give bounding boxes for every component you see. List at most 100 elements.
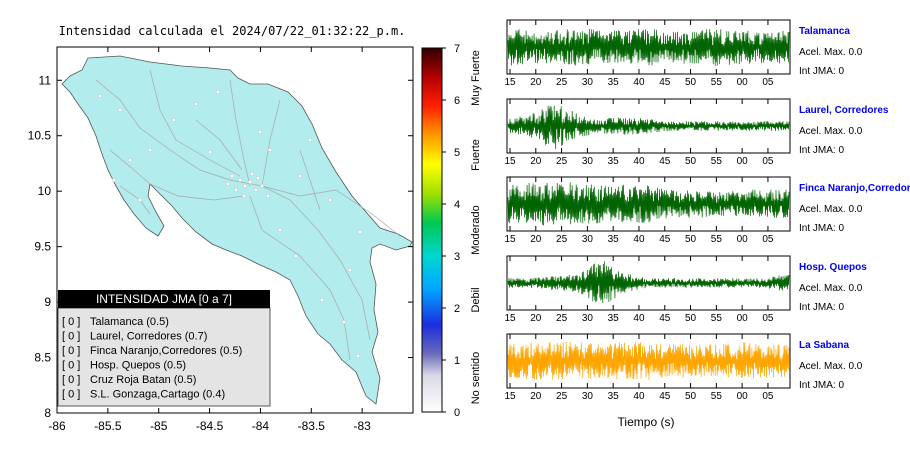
intensity-legend: INTENSIDAD JMA [0 a 7] [ 0 ] Talamanca (0… (57, 290, 271, 407)
waveform-trace (507, 341, 790, 380)
station-dot (253, 187, 259, 193)
waveform-x-tick-label: 50 (685, 391, 697, 402)
waveform-x-tick-label: 40 (633, 77, 645, 88)
legend-background (57, 307, 271, 407)
map-x-tick-label: -84.5 (196, 419, 224, 433)
waveform-x-tick-label: 55 (711, 313, 723, 324)
station-dot (247, 179, 253, 185)
station-dot (233, 187, 239, 193)
waveform-x-tick-label: 30 (582, 234, 594, 245)
map-y-tick-label: 9.5 (34, 240, 51, 254)
map-x-tick-label: -83 (353, 419, 371, 433)
map-y-tick-label: 9 (44, 295, 51, 309)
waveform-x-tick-label: 15 (504, 313, 516, 324)
station-dot (111, 177, 117, 183)
legend-item-code: [ 0 ] (62, 316, 80, 328)
station-markers (97, 89, 363, 359)
waveform-trace (507, 261, 790, 304)
station-dot (357, 229, 363, 235)
map-y-tick-label: 10 (38, 184, 52, 198)
map-y-tick-label: 11 (39, 73, 52, 87)
colorbar-tick-label: 3 (454, 251, 460, 263)
station-accel: Acel. Max. 0.0 (799, 126, 863, 137)
waveform-x-tick-label: 55 (711, 234, 723, 245)
station-dot (257, 129, 263, 135)
waveform-x-tick-label: 25 (556, 313, 568, 324)
colorbar-tick-label: 6 (454, 95, 460, 107)
station-jma: Int JMA: 0 (799, 223, 844, 234)
station-dot (137, 197, 143, 203)
station-dot (241, 193, 247, 199)
station-dot (297, 173, 303, 179)
station-name: Laurel, Corredores (799, 105, 889, 116)
colorbar: 0 1 2 3 4 5 6 7 No sentido Debil Moderado Fuerte Mu… (421, 43, 482, 419)
costa-rica-landmass (61, 55, 413, 405)
waveform-panel: 15 20 25 30 35 40 45 50 55 00 05 Hosp. Quepos Acel. … (504, 255, 867, 324)
station-dot (249, 171, 255, 177)
station-jma: Int JMA: 0 (799, 66, 844, 77)
station-name: Hosp. Quepos (799, 262, 867, 273)
waveform-trace (507, 182, 790, 226)
waveform-trace (507, 28, 790, 66)
waveform-x-tick-label: 30 (582, 156, 594, 167)
waveform-x-tick-label: 00 (737, 391, 749, 402)
waveform-x-tick-label: 45 (659, 391, 671, 402)
station-dot (171, 117, 177, 123)
time-axis-label: Tiempo (s) (618, 415, 675, 429)
station-accel: Acel. Max. 0.0 (799, 47, 863, 58)
station-dot (225, 181, 231, 187)
colorbar-tick-label: 7 (454, 43, 460, 55)
station-accel: Acel. Max. 0.0 (799, 283, 863, 294)
waveform-x-tick-label: 20 (530, 156, 542, 167)
station-dot (97, 93, 103, 99)
waveform-x-tick-label: 20 (530, 234, 542, 245)
waveform-panel: 15 20 25 30 35 40 45 50 55 00 05 Laurel, Corredores… (504, 98, 889, 167)
colorbar-tick-label: 5 (454, 147, 460, 159)
waveform-x-tick-label: 25 (556, 234, 568, 245)
colorbar-tick-label: 2 (454, 303, 460, 315)
map-y-tick-label: 8 (44, 406, 51, 420)
station-dot (355, 353, 361, 359)
waveform-x-tick-label: 35 (608, 156, 620, 167)
waveform-x-tick-label: 30 (582, 391, 594, 402)
waveform-x-tick-label: 00 (737, 313, 749, 324)
waveform-x-tick-label: 05 (762, 156, 774, 167)
station-dot (193, 101, 199, 107)
station-dot (293, 253, 299, 259)
waveform-x-tick-label: 05 (762, 391, 774, 402)
waveform-x-tick-label: 45 (659, 156, 671, 167)
intensity-band-label: Debil (470, 287, 482, 312)
waveform-x-tick-label: 25 (556, 77, 568, 88)
waveform-x-tick-label: 50 (685, 234, 697, 245)
station-dot (341, 319, 347, 325)
colorbar-tick-label: 1 (454, 355, 460, 367)
waveform-x-tick-label: 40 (633, 156, 645, 167)
map-title: Intensidad calculada el 2024/07/22_01:32… (59, 24, 406, 38)
station-jma: Int JMA: 0 (799, 380, 844, 391)
waveform-x-tick-label: 05 (762, 77, 774, 88)
waveform-x-tick-label: 45 (659, 313, 671, 324)
station-accel: Acel. Max. 0.0 (799, 361, 863, 372)
legend-item-code: [ 0 ] (62, 389, 80, 401)
station-accel: Acel. Max. 0.0 (799, 204, 863, 215)
legend-item-label: Hosp. Quepos (0.5) (90, 360, 186, 372)
waveform-x-tick-label: 00 (737, 77, 749, 88)
station-dot (117, 107, 123, 113)
legend-item-code: [ 0 ] (62, 331, 80, 343)
station-dot (267, 147, 273, 153)
waveform-x-tick-label: 55 (711, 156, 723, 167)
waveform-x-tick-label: 45 (659, 77, 671, 88)
map-y-tick-label: 8.5 (34, 351, 51, 365)
station-dot (347, 267, 353, 273)
map-x-tick-label: -85 (150, 419, 168, 433)
waveform-x-tick-label: 50 (685, 156, 697, 167)
map-x-tick-label: -83.5 (298, 419, 326, 433)
legend-item-code: [ 0 ] (62, 374, 80, 386)
waveform-x-tick-label: 50 (685, 313, 697, 324)
waveform-x-tick-label: 55 (711, 77, 723, 88)
waveform-x-tick-label: 25 (556, 391, 568, 402)
map-x-tick-label: -85.5 (94, 419, 122, 433)
colorbar-gradient (421, 47, 443, 413)
waveform-x-tick-label: 20 (530, 391, 542, 402)
